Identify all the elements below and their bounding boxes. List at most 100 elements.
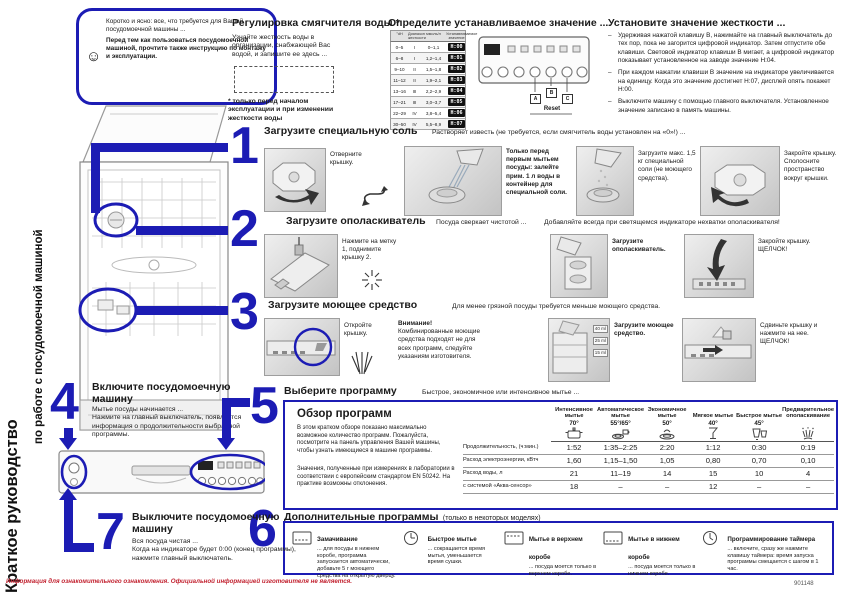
timer-clock-icon (702, 528, 724, 568)
hardness-header-dh: °dH (396, 32, 403, 36)
step2-note-1: Посуда сверкает чистотой ... (436, 219, 527, 226)
step1-caption-4: Закройте крышку. Сполосните пространство… (784, 150, 837, 182)
value-cell: – (782, 480, 835, 494)
program-temp-gentle: 40° (708, 419, 718, 427)
hardness-row: 0–5 I 0–1,1 H:00 (390, 42, 466, 54)
hardness-level: I (413, 55, 416, 61)
hardness-mmol: 3,8–5,4 (425, 110, 442, 116)
extra-program-text: ... для посуды в нижнем коробе, программ… (317, 546, 396, 579)
callout-arrow-5 (217, 438, 235, 450)
softener-title: Регулировка смягчителя воды * (232, 17, 400, 29)
reset-label: Reset (543, 106, 561, 112)
value-cell: 4 (782, 467, 835, 481)
program-row-label: Расход электроэнергии, кВтч (463, 454, 551, 468)
step1-caption-3: Загрузите макс. 1,5 кг специальной соли … (638, 150, 696, 182)
set-hardness-title: Установите значение жесткости ... (608, 17, 786, 29)
callout-line-1-h (91, 143, 228, 152)
set-hardness-step-text: При каждом нажатии клавиши B значение на… (618, 69, 834, 93)
program-col-eco: Экономичное мытье (647, 407, 687, 420)
program-col-quick: Быстрое мытье (736, 413, 783, 420)
step2-caption-1: Нажмите на метку 1, поднимите крышку 2. (342, 238, 397, 262)
tile-detergent-open (264, 318, 340, 376)
value-cell: – (736, 480, 783, 494)
hardness-level: III (412, 88, 417, 94)
value-cell: 1,60 (551, 454, 597, 468)
intro-bubble: ☺ Коротко и ясно: все, что требуется для… (76, 8, 277, 105)
extra-program-title: Программирование таймера (727, 536, 816, 543)
callout-line-7-v (64, 500, 73, 552)
step-number-7: 7 (96, 503, 125, 561)
program-row-duration: Продолжительность, (ч:мин.) 1:52 1:35–2:… (463, 441, 835, 455)
extra-program-title: Замачивание (317, 536, 358, 543)
hardness-display-value: H:07 (448, 120, 465, 129)
hardness-dh: 22–29 (393, 110, 406, 116)
step1-caption-1: Отверните крышку. (330, 151, 362, 167)
program-row-aquasensor: с системой «Аква-сенсор» 18 – – 12 – – (463, 480, 835, 494)
hardness-row: 6–8 I 1,2–1,4 H:01 (390, 53, 466, 65)
step7-line2: Когда на индикаторе будет 0:00 (конец пр… (132, 546, 296, 562)
step2-note-2: Добавляйте всегда при светящемся индикат… (544, 219, 780, 226)
program-col-auto: Автоматическое мытье (597, 407, 645, 420)
overview-desc-1: В этом кратком обзоре показано максималь… (297, 425, 441, 454)
extra-program-text: ... сокращается время мытья, уменьшается… (427, 546, 486, 566)
callout-line-7-h (64, 543, 94, 552)
hardness-mmol: 0–1,1 (427, 44, 440, 50)
step-number-2: 2 (230, 200, 259, 258)
extra-program-text: ... посуда моется только в верхнем короб… (528, 564, 597, 577)
flash-sparkle-icon (350, 350, 374, 376)
value-cell: 1:52 (551, 441, 597, 455)
indicator-sparkle-icon (360, 268, 384, 292)
ml-mark-40: 40 ml (592, 325, 608, 333)
value-cell: 12 (690, 480, 737, 494)
tile-detergent-fill: 40 ml 25 ml 15 ml (548, 318, 610, 382)
extra-programs-box: Замачивание ... для посуды в нижнем коро… (283, 521, 834, 579)
pot-icon (551, 426, 597, 442)
ml-mark-25: 25 ml (592, 337, 608, 345)
hardness-table-header: °dH Диапазон жесткости ммоль/л Устанавли… (390, 30, 477, 43)
hardness-dh: 9–10 (394, 66, 405, 72)
hardness-mmol: 5,5–8,9 (425, 121, 442, 127)
key-c-label: C (562, 94, 573, 104)
step2-title: Загрузите ополаскиватель (286, 215, 426, 227)
value-cell: 14 (644, 467, 691, 481)
hardness-level: I (413, 44, 416, 50)
value-cell: 1:35–2:25 (597, 441, 645, 455)
quick-clock-icon (403, 528, 425, 568)
ml-mark-15: 15 ml (592, 349, 608, 357)
program-table: Интенсивное мытье Автоматическое мытье Э… (463, 407, 835, 494)
control-panel-diagram (478, 36, 590, 120)
overview-title: Обзор программ (297, 408, 392, 420)
step-number-1: 1 (230, 117, 259, 175)
step6-title-wrap: Дополнительные программы (только в некот… (284, 507, 541, 525)
hardness-row: 9–10 II 1,5–1,8 H:02 (390, 64, 466, 76)
hardness-display-value: H:03 (448, 76, 465, 85)
hardness-mmol: 1,9–2,1 (425, 77, 442, 83)
hardness-header-level: Диапазон жесткости (408, 32, 426, 41)
key-b-label: B (546, 88, 557, 98)
step2-caption-2: Загрузите ополаскиватель. (612, 238, 666, 254)
extra-program-lower: Мытье в нижнем коробе ... посуда моется … (603, 528, 697, 577)
hardness-writein-box (234, 66, 334, 93)
program-temp-quick: 45° (754, 419, 764, 427)
hardness-display-value: H:00 (448, 43, 465, 52)
value-cell: 0:19 (782, 441, 835, 455)
extra-program-upper: Мытье в верхнем коробе ... посуда моется… (504, 528, 598, 577)
hardness-dh: 0–5 (395, 44, 404, 50)
step6-subtitle: (только в некоторых моделях) (442, 515, 541, 522)
quick-wash-icon (736, 426, 783, 442)
program-col-prerinse: Предварительное ополаскивание (782, 407, 835, 420)
hardness-header-mmol: ммоль/л (426, 32, 441, 36)
sidebar-subtitle: по работе с посудомоечной машиной (33, 229, 45, 444)
tile-pour-water (404, 146, 502, 216)
value-cell: 1,05 (644, 454, 691, 468)
program-row-label: с системой «Аква-сенсор» (463, 480, 551, 494)
hardness-row: 17–21 III 3,0–3,7 H:05 (390, 97, 466, 109)
step4-line2: Нажмите на главный выключатель, появляет… (92, 414, 242, 439)
sidebar-title: Краткое руководство (3, 419, 21, 593)
program-col-gentle: Мягкое мытье (692, 413, 734, 420)
intro-bubble-line2: Перед тем как пользоваться посудомоечной… (106, 36, 266, 61)
step3-note: Для менее грязной посуды требуется меньш… (452, 303, 661, 310)
hardness-dh: 17–21 (393, 99, 406, 105)
set-hardness-steps: – Удерживая нажатой клавишу B, нажимайте… (608, 32, 838, 119)
step7-title: Выключите посудомоечную машину (132, 511, 280, 535)
